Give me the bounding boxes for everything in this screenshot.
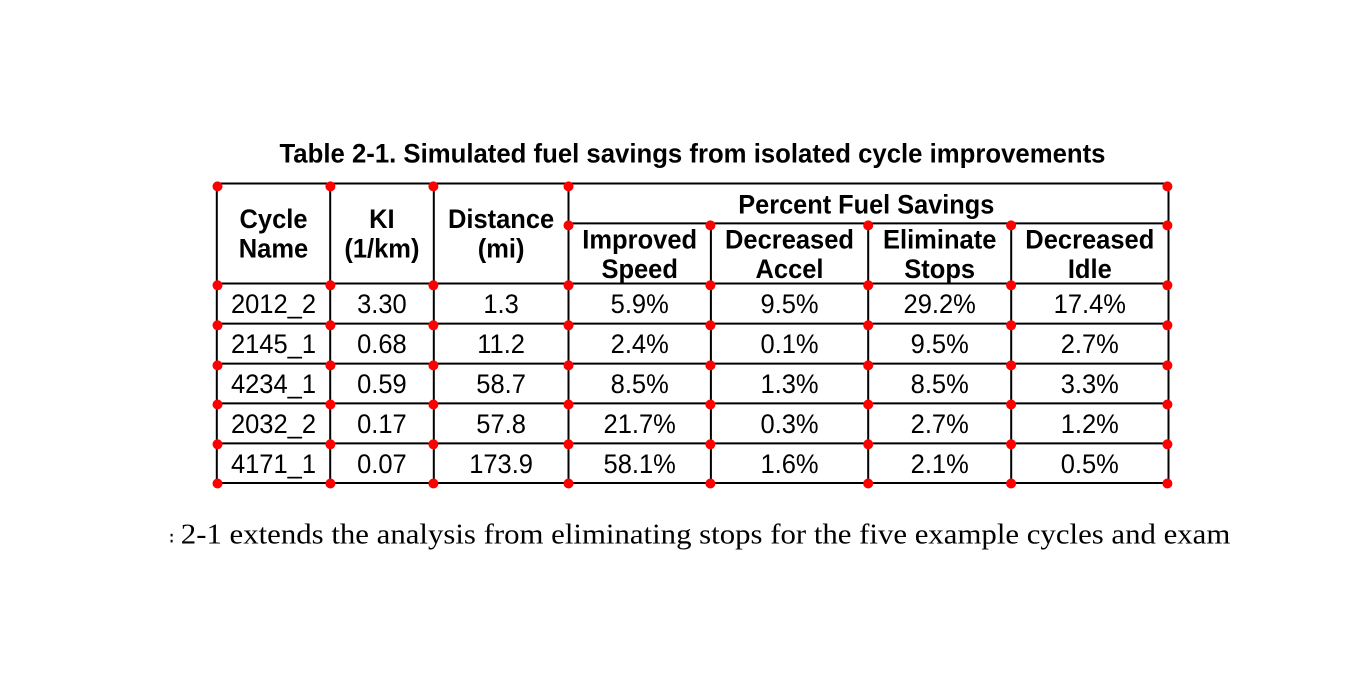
svg-text:11.2: 11.2 xyxy=(477,329,525,359)
svg-text:4171_1: 4171_1 xyxy=(231,449,316,479)
svg-text:Decreased: Decreased xyxy=(725,224,854,254)
svg-text:1.3%: 1.3% xyxy=(760,369,818,399)
svg-text:Accel: Accel xyxy=(756,254,824,284)
svg-text:Stops: Stops xyxy=(904,254,975,284)
svg-text:0.68: 0.68 xyxy=(357,329,407,359)
svg-text:1.6%: 1.6% xyxy=(760,449,818,479)
svg-text:2012_2: 2012_2 xyxy=(231,289,316,319)
svg-text:58.7: 58.7 xyxy=(476,369,526,399)
svg-text:8.5%: 8.5% xyxy=(611,369,669,399)
svg-text:1.2%: 1.2% xyxy=(1061,409,1119,439)
svg-text:Name: Name xyxy=(239,234,309,264)
svg-text:0.5%: 0.5% xyxy=(1061,449,1119,479)
svg-text:2-1 extends the analysis from: 2-1 extends the analysis from eliminatin… xyxy=(181,519,1231,551)
svg-text:0.3%: 0.3% xyxy=(760,409,818,439)
svg-text:Speed: Speed xyxy=(601,254,678,284)
svg-text:0.07: 0.07 xyxy=(357,449,407,479)
svg-text:(1/km): (1/km) xyxy=(344,234,419,264)
svg-text:2032_2: 2032_2 xyxy=(231,409,316,439)
svg-text:1.3: 1.3 xyxy=(483,289,518,319)
svg-text:Percent Fuel Savings: Percent Fuel Savings xyxy=(738,190,994,220)
svg-text:17.4%: 17.4% xyxy=(1054,289,1126,319)
svg-text:3.30: 3.30 xyxy=(357,289,407,319)
svg-text:8.5%: 8.5% xyxy=(911,369,969,399)
svg-text:2.7%: 2.7% xyxy=(1061,329,1119,359)
svg-text:Cycle: Cycle xyxy=(240,204,308,234)
svg-text:Eliminate: Eliminate xyxy=(883,224,996,254)
svg-text:2.7%: 2.7% xyxy=(911,409,969,439)
svg-text:KI: KI xyxy=(369,204,395,234)
svg-text:173.9: 173.9 xyxy=(469,449,533,479)
svg-text:9.5%: 9.5% xyxy=(760,289,818,319)
svg-text:Distance: Distance xyxy=(448,204,554,234)
svg-text:2.1%: 2.1% xyxy=(911,449,969,479)
svg-text:0.59: 0.59 xyxy=(357,369,407,399)
svg-text:29.2%: 29.2% xyxy=(904,289,976,319)
svg-text:Decreased: Decreased xyxy=(1025,224,1154,254)
svg-text:Idle: Idle xyxy=(1068,254,1112,284)
svg-text:0.17: 0.17 xyxy=(357,409,407,439)
svg-text:21.7%: 21.7% xyxy=(604,409,676,439)
svg-text:3.3%: 3.3% xyxy=(1061,369,1119,399)
svg-text:9.5%: 9.5% xyxy=(911,329,969,359)
svg-text:(mi): (mi) xyxy=(478,234,525,264)
svg-text:4234_1: 4234_1 xyxy=(231,369,316,399)
svg-text:5.9%: 5.9% xyxy=(611,289,669,319)
svg-text:2.4%: 2.4% xyxy=(611,329,669,359)
svg-text:0.1%: 0.1% xyxy=(760,329,818,359)
svg-text:57.8: 57.8 xyxy=(476,409,526,439)
svg-text:2145_1: 2145_1 xyxy=(231,329,316,359)
svg-text:58.1%: 58.1% xyxy=(604,449,676,479)
svg-text:Improved: Improved xyxy=(582,224,697,254)
svg-text:Table 2-1. Simulated fuel savi: Table 2-1. Simulated fuel savings from i… xyxy=(280,138,1106,168)
